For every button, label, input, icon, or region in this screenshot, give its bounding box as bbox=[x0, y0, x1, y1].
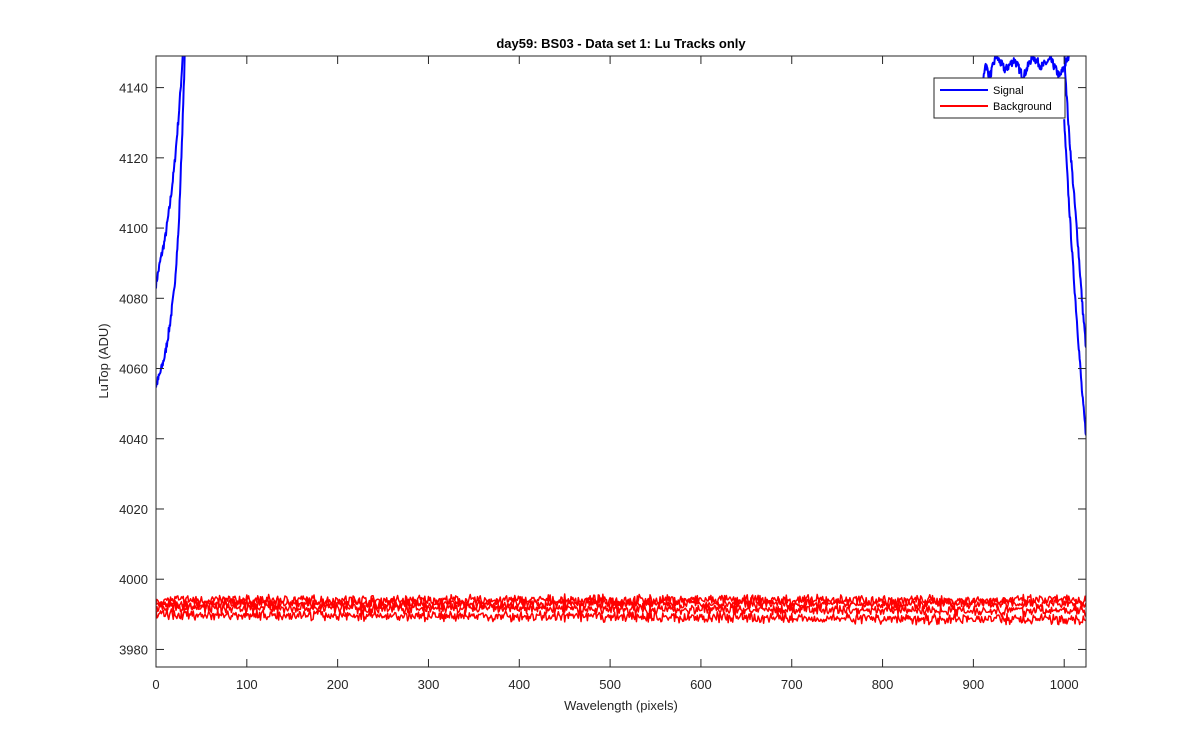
y-tick-label: 4020 bbox=[119, 502, 148, 517]
x-tick-label: 100 bbox=[236, 677, 258, 692]
axes-box bbox=[155, 55, 1087, 668]
series-line-background-3 bbox=[156, 608, 1086, 626]
y-tick-label: 3980 bbox=[119, 642, 148, 657]
y-tick-label: 4140 bbox=[119, 81, 148, 96]
series-line-background-0 bbox=[156, 593, 1086, 608]
x-tick-label: 600 bbox=[690, 677, 712, 692]
series-line-signal-0 bbox=[156, 56, 184, 289]
x-axis: 0 100 200 300 400 500 600 700 800 900 1000 bbox=[152, 56, 1079, 692]
x-tick-label: 1000 bbox=[1050, 677, 1079, 692]
y-tick-label: 4100 bbox=[119, 221, 148, 236]
y-tick-label: 4060 bbox=[119, 362, 148, 377]
y-tick-label: 4080 bbox=[119, 291, 148, 306]
x-tick-label: 900 bbox=[963, 677, 985, 692]
y-tick-label: 4120 bbox=[119, 151, 148, 166]
chart-title: day59: BS03 - Data set 1: Lu Tracks only bbox=[496, 36, 746, 51]
series-line-signal-4 bbox=[1063, 119, 1086, 436]
x-tick-label: 700 bbox=[781, 677, 803, 692]
series-line-signal-1 bbox=[156, 56, 186, 388]
x-tick-label: 400 bbox=[508, 677, 530, 692]
series-line-background-2 bbox=[156, 600, 1086, 618]
y-axis-title: LuTop (ADU) bbox=[96, 323, 111, 398]
series-line-signal-2 bbox=[981, 56, 1070, 91]
x-tick-label: 0 bbox=[152, 677, 159, 692]
y-tick-label: 4000 bbox=[119, 572, 148, 587]
legend: Signal Background bbox=[933, 77, 1066, 119]
x-tick-label: 500 bbox=[599, 677, 621, 692]
y-axis: 3980 4000 4020 4040 4060 4080 4100 4120 4140 bbox=[119, 81, 1086, 657]
x-axis-title: Wavelength (pixels) bbox=[564, 698, 678, 713]
x-tick-label: 200 bbox=[327, 677, 349, 692]
plot-area bbox=[156, 56, 1086, 667]
series-layer bbox=[156, 56, 1086, 626]
legend-label-background: Background bbox=[993, 101, 1052, 113]
series-line-signal-3 bbox=[1063, 56, 1086, 348]
y-tick-label: 4040 bbox=[119, 432, 148, 447]
legend-label-signal: Signal bbox=[993, 85, 1024, 97]
x-tick-label: 800 bbox=[872, 677, 894, 692]
legend-box bbox=[933, 77, 1066, 119]
x-tick-label: 300 bbox=[418, 677, 440, 692]
